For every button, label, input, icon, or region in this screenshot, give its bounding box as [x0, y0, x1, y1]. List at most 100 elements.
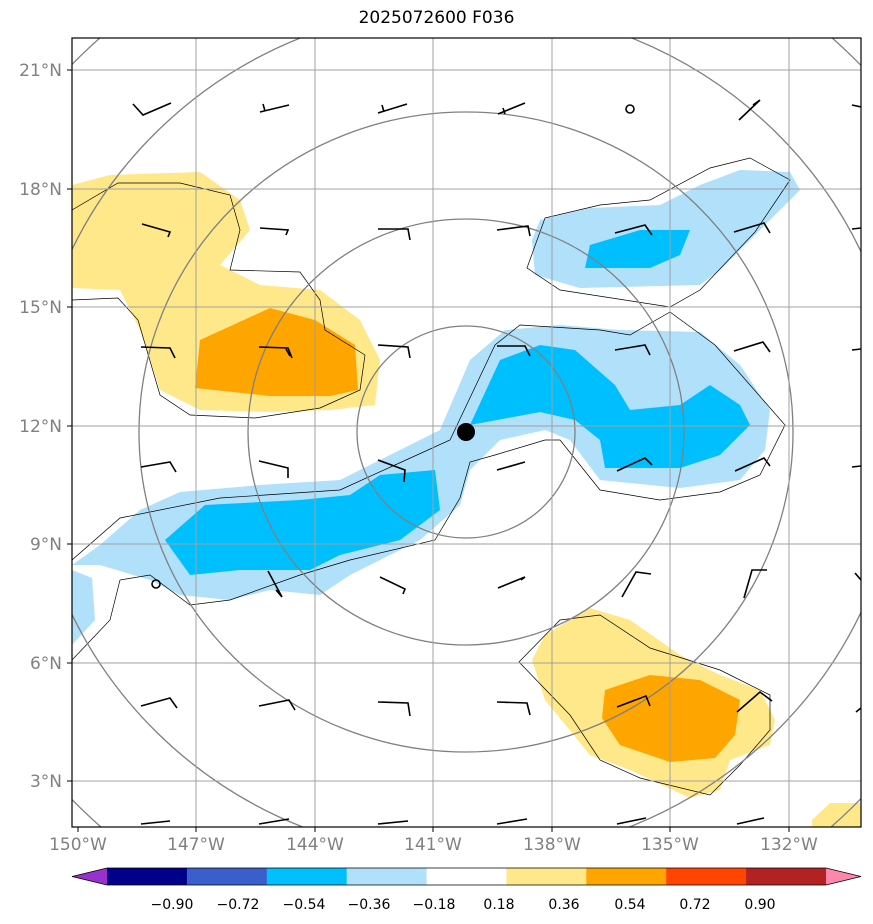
wind-barb: [258, 460, 289, 478]
negative-anomaly-edge: [72, 570, 95, 645]
lon-label: 141°W: [404, 835, 462, 855]
wind-barb: [377, 103, 408, 114]
colorbar-label: 0.36: [548, 897, 579, 913]
colorbar-extend-high: [826, 868, 861, 885]
lat-label: 3°N: [30, 772, 62, 792]
wind-barb: [377, 820, 409, 825]
wind-barb: [855, 707, 861, 713]
colorbar-label: −0.54: [283, 897, 326, 913]
lon-label: 144°W: [286, 835, 344, 855]
colorbar-label: 0.18: [483, 897, 514, 913]
colorbar-labels: −0.90 −0.72 −0.54 −0.36 −0.18 0.18 0.36 …: [151, 897, 776, 913]
longitude-labels: 150°W 147°W 144°W 141°W 138°W 135°W 132°…: [49, 835, 818, 855]
wind-barb: [851, 465, 861, 468]
colorbar-label: 0.90: [744, 897, 775, 913]
lon-label: 132°W: [760, 835, 818, 855]
wind-barb: [733, 222, 771, 234]
colorbar-segment: [266, 868, 348, 885]
wind-barb: [379, 576, 407, 595]
wind-barb: [140, 346, 176, 359]
wind-barb: [854, 572, 861, 581]
colorbar-segment: [107, 868, 188, 885]
colorbar-segment: [186, 868, 268, 885]
wind-barb: [258, 699, 296, 711]
wind-barb: [496, 225, 531, 237]
wind-barb: [616, 457, 653, 472]
wind-barb: [377, 701, 411, 717]
wind-barb: [132, 102, 172, 116]
colorbar: [71, 867, 862, 886]
negative-anomaly-core: [470, 345, 750, 468]
wind-barb: [614, 224, 653, 236]
wind-barb: [497, 345, 531, 357]
wind-barb: [151, 579, 161, 589]
wind-barb: [259, 227, 290, 236]
latitude-labels: 21°N 18°N 15°N 12°N 9°N 6°N 3°N: [19, 61, 62, 792]
colorbar-label: −0.36: [348, 897, 391, 913]
wind-barb: [140, 820, 171, 825]
wind-barb: [267, 570, 283, 598]
wind-barb: [259, 103, 290, 113]
colorbar-segment: [426, 868, 507, 885]
wind-barb: [496, 701, 531, 716]
wind-barb: [378, 228, 411, 241]
colorbar-extend-low: [72, 868, 107, 885]
colorbar-label: −0.72: [217, 897, 260, 913]
wind-barb: [621, 571, 652, 598]
axis-ticks: [67, 69, 790, 832]
colorbar-segment: [666, 868, 747, 885]
wind-barb: [736, 690, 773, 713]
wind-barbs: [132, 99, 861, 825]
lon-label: 135°W: [641, 835, 699, 855]
negative-anomaly-core: [165, 470, 440, 575]
colorbar-segment: [746, 868, 827, 885]
positive-anomaly-core: [195, 308, 358, 396]
wind-barb: [736, 817, 765, 825]
wind-barb: [733, 341, 771, 353]
lat-label: 9°N: [30, 535, 62, 555]
negative-anomaly-core: [585, 230, 690, 268]
wind-barb: [614, 344, 651, 356]
lon-label: 150°W: [49, 835, 107, 855]
wind-barb: [258, 346, 293, 359]
wind-barb: [616, 694, 651, 708]
wind-barb: [496, 461, 526, 471]
wind-barb: [140, 697, 178, 709]
positive-anomaly-corner: [812, 803, 861, 827]
wind-barb: [497, 102, 526, 115]
wind-barb: [377, 459, 406, 483]
wind-barb: [141, 223, 172, 238]
wind-barb: [734, 457, 771, 472]
wind-barb: [616, 817, 647, 825]
wind-barb: [258, 818, 290, 825]
lat-label: 12°N: [19, 417, 62, 437]
wind-barb: [738, 99, 761, 121]
outline-contours: [72, 157, 791, 796]
wind-barb: [743, 569, 767, 599]
wind-barb: [851, 348, 861, 351]
wind-barb: [851, 227, 861, 230]
map-title: 2025072600 F036: [358, 8, 515, 28]
lon-label: 138°W: [523, 835, 581, 855]
wind-barb: [377, 344, 411, 359]
lat-label: 15°N: [19, 298, 62, 318]
colorbar-segment: [586, 868, 667, 885]
colorbar-segment: [506, 868, 587, 885]
wind-barb: [496, 818, 528, 825]
lat-label: 18°N: [19, 180, 62, 200]
map-frame: [71, 37, 862, 828]
colorbar-label: −0.18: [413, 897, 456, 913]
lat-label: 21°N: [19, 61, 62, 81]
graticule: [72, 38, 861, 827]
wind-barb: [625, 104, 635, 114]
colorbar-label: 0.54: [614, 897, 645, 913]
anomaly-fill: [72, 170, 861, 827]
colorbar-segment: [346, 868, 428, 885]
negative-anomaly-area: [532, 170, 800, 288]
lat-label: 6°N: [30, 654, 62, 674]
colorbar-label: −0.90: [151, 897, 194, 913]
wind-barb: [140, 461, 177, 473]
